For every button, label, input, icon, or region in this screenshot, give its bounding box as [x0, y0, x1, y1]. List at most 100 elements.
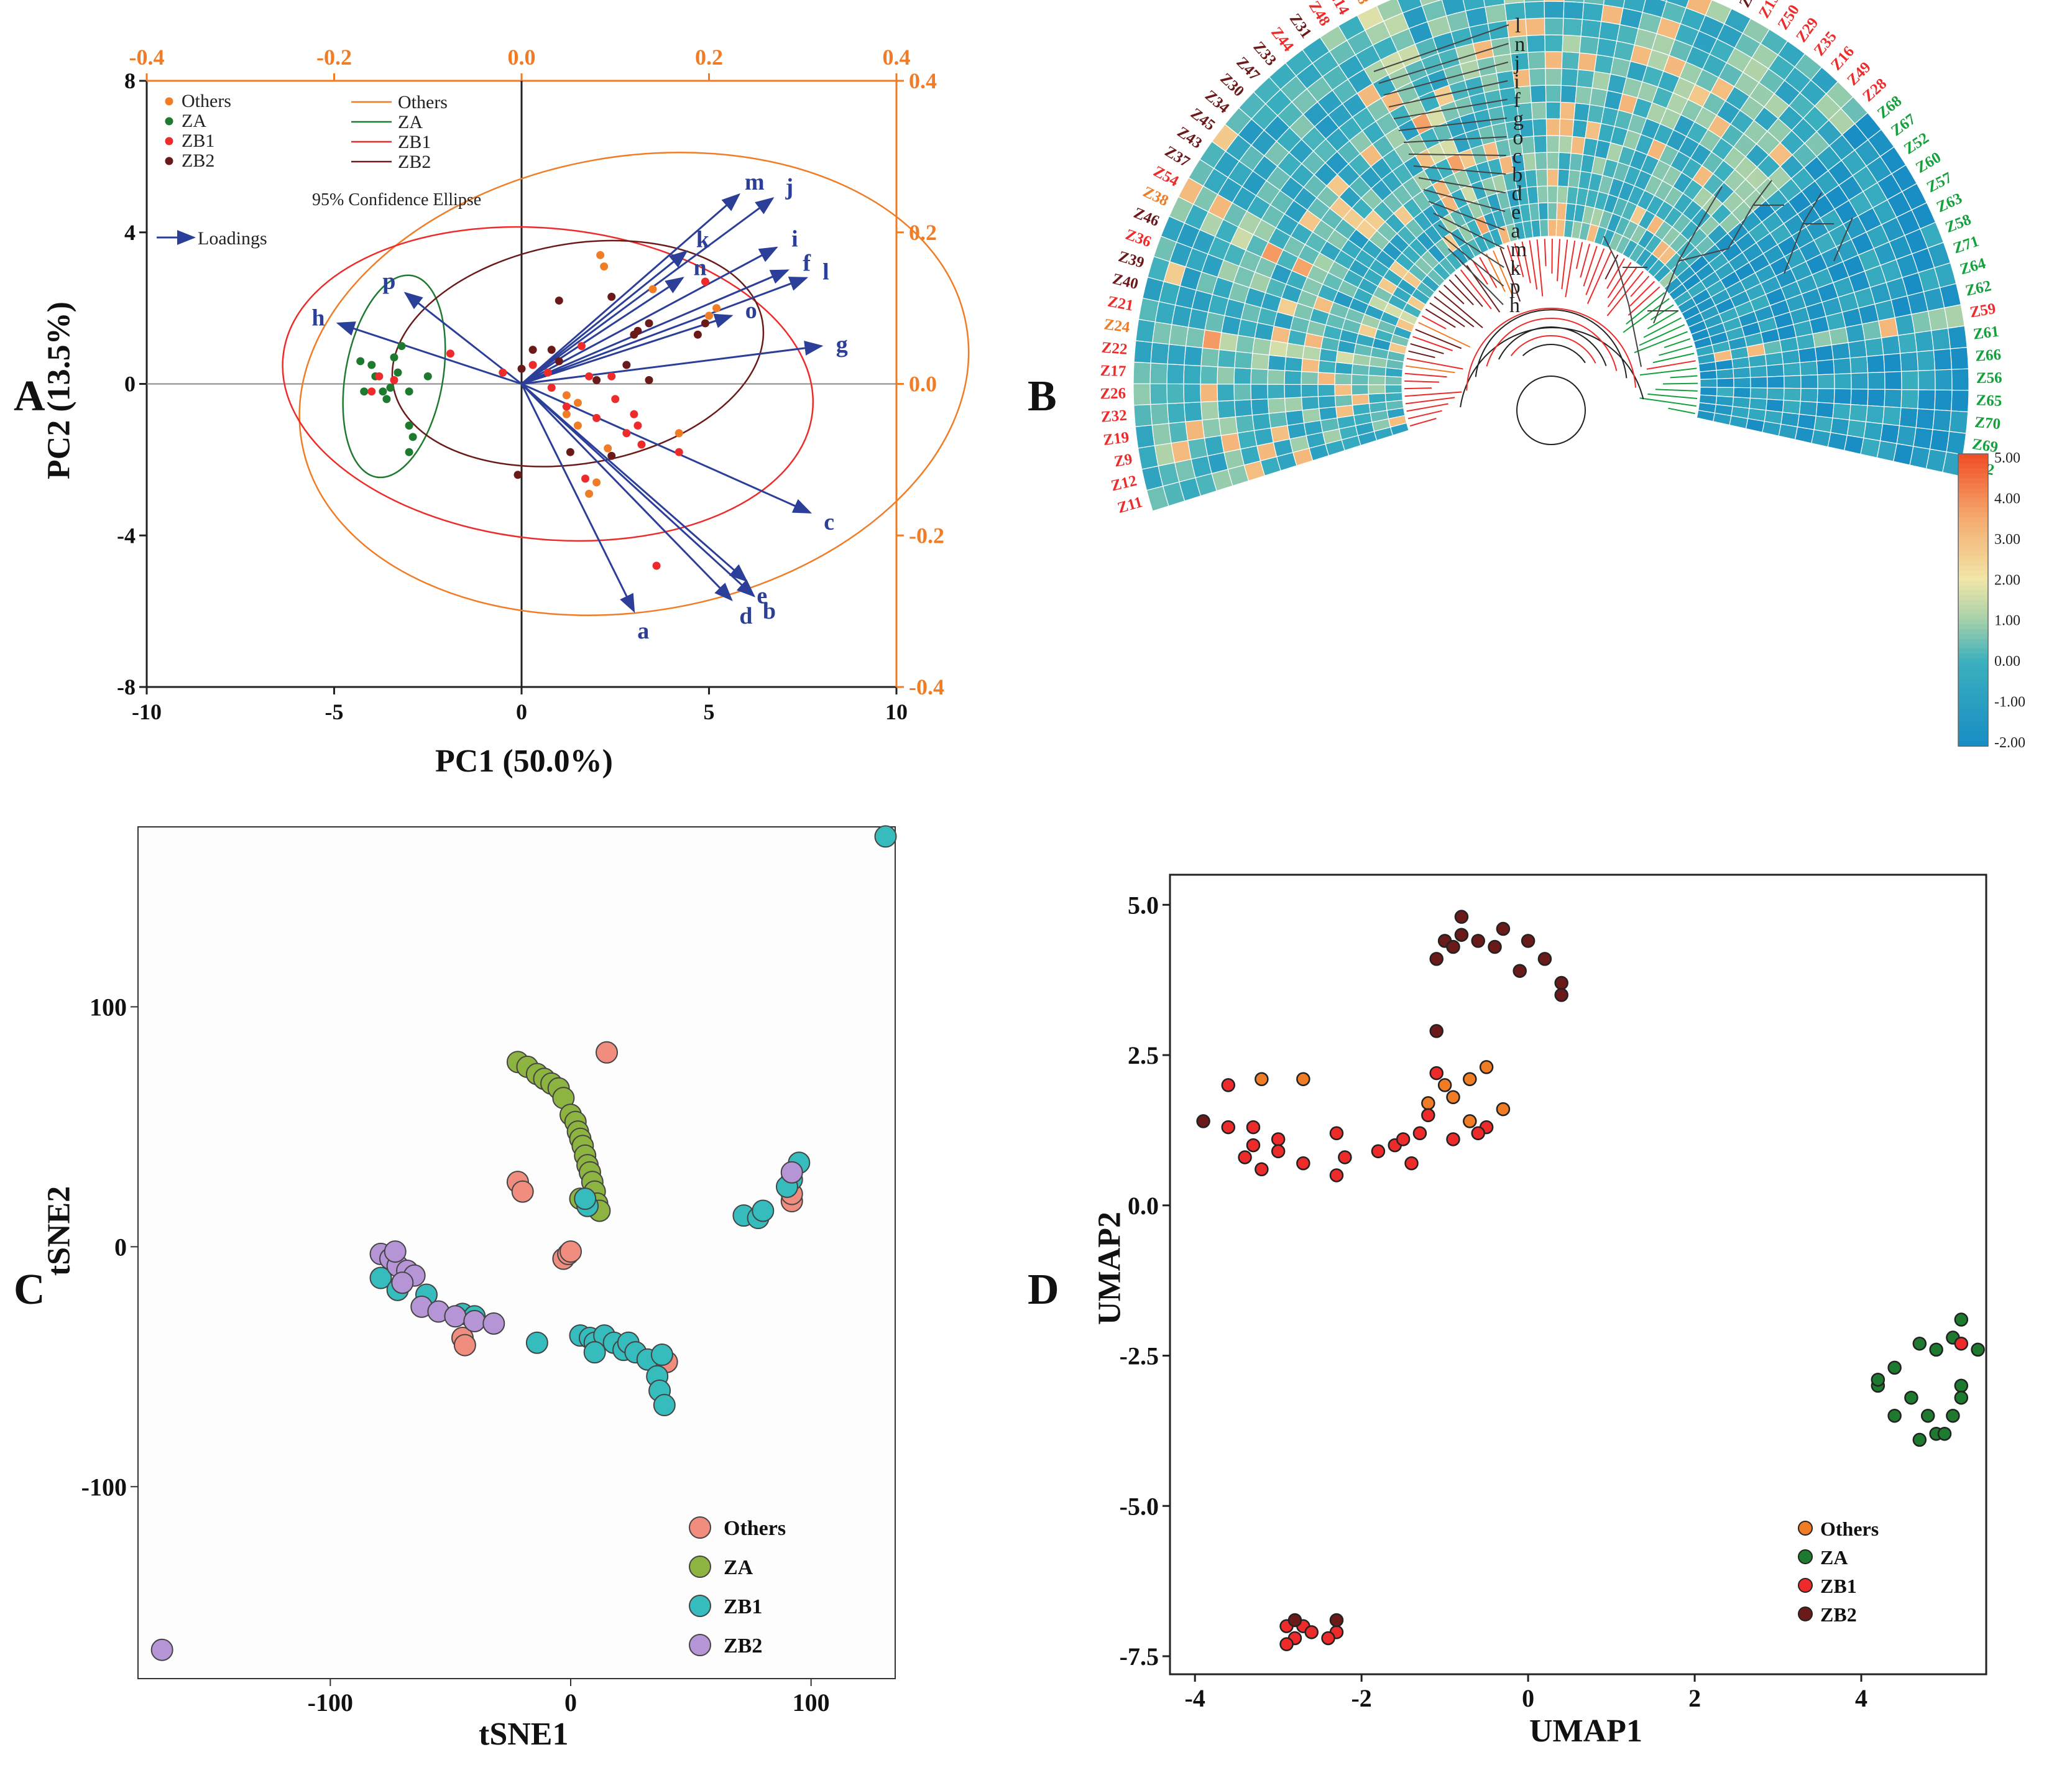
b-sample-label: Z17: [1100, 362, 1126, 380]
b-heat-cell: [1441, 0, 1467, 17]
d-point-zb1: [1329, 1126, 1344, 1141]
b-dendro-leaf: [1585, 248, 1605, 295]
b-colorbar-segment: [1958, 483, 1988, 489]
a-point-za: [367, 361, 376, 369]
a-point-zb1: [528, 361, 537, 369]
b-heat-cell: [1150, 342, 1170, 365]
c-legend-label-za: ZA: [724, 1556, 753, 1579]
d-point-zb1: [1329, 1168, 1344, 1182]
a-point-zb1: [390, 376, 398, 384]
b-sample-label: Z11: [1116, 494, 1144, 517]
b-sample-label: Z21: [1107, 293, 1135, 315]
a-y-tick-label: -4: [117, 523, 136, 548]
b-heat-cell: [1284, 370, 1302, 385]
b-heat-cell: [1167, 344, 1187, 366]
b-sample-label: Z9: [1113, 451, 1133, 471]
b-variable-leader: [1398, 118, 1508, 131]
d-point-zb2: [1513, 964, 1527, 978]
a-point-zb2: [701, 319, 709, 328]
b-colorbar-tick-label: -1.00: [1994, 694, 2025, 711]
a-loading-arrow-n: [521, 277, 684, 385]
b-colorbar-segment: [1958, 663, 1988, 669]
b-dendro-leaf: [1434, 296, 1475, 328]
b-colorbar-tick-label: 0.00: [1994, 653, 2020, 670]
b-heat-cell: [1764, 351, 1784, 366]
a-loading-arrow-o: [521, 313, 734, 385]
a-point-zb1: [367, 387, 376, 396]
b-heat-cell: [1879, 423, 1900, 445]
b-sample-label: Z62: [1964, 277, 1993, 299]
a-loading-label-a: a: [637, 618, 649, 644]
b-variable-leader: [1418, 177, 1506, 193]
b-dendro-arc: [1522, 344, 1586, 364]
b-heat-cell: [1524, 1, 1545, 20]
c-point-zb2: [391, 1271, 414, 1294]
b-heat-cell: [1932, 409, 1952, 432]
a-loading-arrow-f: [521, 269, 790, 385]
d-plot-frame: [1169, 873, 1987, 1676]
b-heat-cell: [1559, 135, 1573, 154]
b-heat-cell: [1285, 410, 1305, 426]
a-point-za: [386, 384, 395, 392]
b-variable-label-o: o: [1513, 126, 1523, 149]
b-dendro-leaf: [1626, 292, 1665, 325]
c-point-zb1: [650, 1344, 673, 1367]
b-heat-cell: [1562, 17, 1583, 37]
d-point-za: [1871, 1372, 1886, 1387]
b-heat-cell: [1899, 351, 1919, 372]
b-heat-cell: [1368, 374, 1386, 385]
b-variable-leader: [1393, 99, 1508, 119]
a-legend-dot-zb2: [165, 157, 173, 165]
a-point-zb1: [547, 384, 556, 392]
b-outer-dendro-branch: [1784, 223, 1803, 274]
a-loading-label-l: l: [822, 259, 829, 285]
b-colorbar-segment: [1958, 512, 1988, 518]
a-y-tick-label: -8: [117, 675, 136, 699]
a-point-zb2: [547, 346, 556, 354]
b-heat-cell: [1749, 387, 1768, 400]
b-variable-leader: [1433, 213, 1505, 249]
b-dendro-leaf: [1647, 310, 1678, 330]
a-legend-point-label: ZB1: [182, 131, 214, 151]
b-heat-cell: [1850, 388, 1869, 406]
b-heat-cell: [1301, 396, 1320, 411]
b-colorbar-segment: [1958, 717, 1988, 722]
b-heat-cell: [1544, 34, 1563, 52]
b-dendro-leaf: [1659, 345, 1693, 356]
b-heat-cell: [1537, 185, 1549, 204]
b-colorbar-segment: [1958, 678, 1988, 684]
a-point-zb1: [446, 349, 454, 358]
a-point-zb1: [637, 440, 646, 449]
c-x-axis-title: tSNE1: [479, 1717, 569, 1752]
a-legend-point-label: Others: [182, 91, 231, 111]
b-dendro-leaf: [1404, 391, 1462, 397]
b-heat-cell: [1745, 418, 1765, 433]
b-heat-cell: [1184, 402, 1203, 423]
b-variable-leader: [1378, 43, 1509, 84]
a-point-zb1: [375, 372, 384, 380]
a-point-zb2: [517, 364, 526, 373]
b-heat-cell: [1576, 69, 1595, 89]
b-colorbar-segment: [1958, 595, 1988, 601]
c-y-axis-title: tSNE2: [41, 1186, 77, 1276]
b-colorbar-segment: [1958, 507, 1988, 513]
a-ellipse-za: [342, 274, 446, 479]
d-point-zb1: [1429, 1066, 1443, 1081]
b-heat-cell: [1200, 400, 1220, 421]
b-heat-cell: [1544, 17, 1564, 35]
d-point-zb2: [1287, 1613, 1302, 1628]
d-point-za: [1929, 1342, 1943, 1357]
b-heat-cell: [1845, 323, 1866, 343]
d-point-zb1: [1321, 1631, 1335, 1646]
b-heat-cell: [1317, 360, 1337, 374]
b-heat-cell: [1135, 318, 1156, 343]
a-point-others: [573, 399, 582, 407]
d-x-axis-title: UMAP1: [1529, 1713, 1642, 1749]
b-variable-leader: [1408, 154, 1506, 156]
b-colorbar-segment: [1958, 673, 1988, 679]
b-heat-cell: [1846, 419, 1867, 439]
c-x-tick-label: -100: [308, 1689, 353, 1717]
b-colorbar-segment: [1958, 721, 1988, 727]
a-loading-arrow-d: [520, 383, 733, 601]
